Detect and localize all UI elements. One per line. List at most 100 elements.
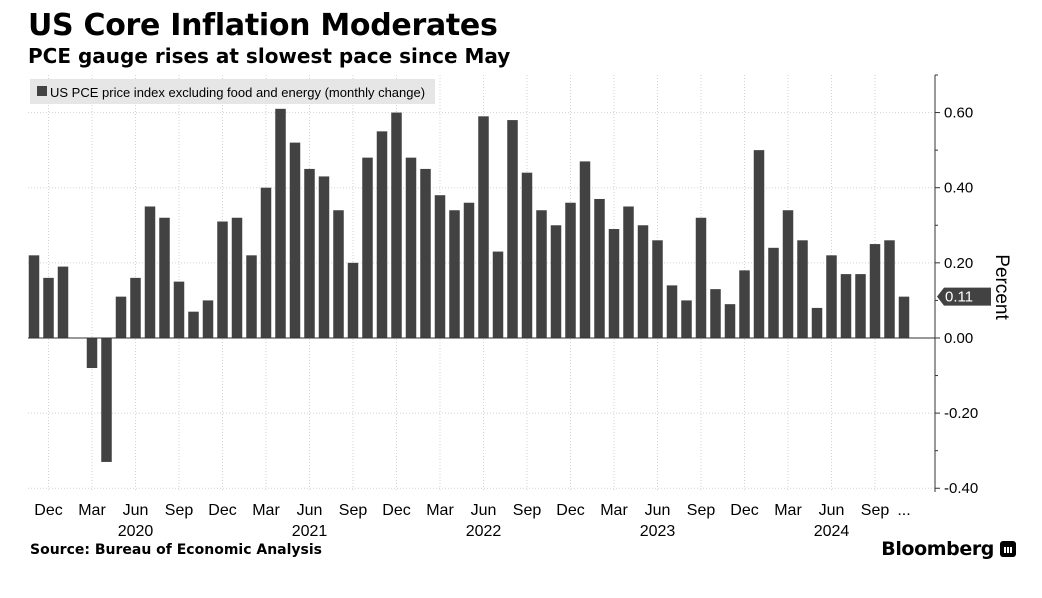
bar: [173, 281, 185, 338]
bar: [811, 307, 823, 338]
bar: [565, 202, 576, 338]
bar: [724, 304, 736, 338]
x-year-label: 2021: [292, 523, 328, 540]
bar: [478, 116, 489, 338]
y-tick-label: -0.40: [944, 480, 978, 497]
bar: [869, 244, 881, 338]
last-value-label: 0.11: [945, 289, 973, 306]
bar: [202, 300, 214, 338]
bar: [840, 274, 852, 338]
bar: [130, 277, 141, 338]
x-tick-label: Dec: [208, 502, 236, 519]
bar: [188, 311, 199, 338]
x-tick-label: Dec: [382, 502, 410, 519]
bar: [681, 300, 692, 338]
bar: [826, 255, 837, 338]
y-tick-label: 0.00: [944, 330, 973, 347]
bar: [492, 251, 504, 338]
x-tick-label: Mar: [600, 502, 628, 519]
x-tick-label: Jun: [297, 502, 323, 519]
bar: [231, 217, 243, 338]
bar: [405, 157, 417, 338]
bar: [594, 198, 605, 338]
bar: [28, 255, 40, 338]
x-tick-label: Sep: [861, 502, 890, 519]
x-tick-label: Dec: [730, 502, 758, 519]
bar: [855, 274, 866, 338]
x-tick-label: Mar: [78, 502, 106, 519]
bar: [391, 112, 402, 338]
bar: [898, 296, 910, 338]
y-tick-label: -0.20: [944, 405, 978, 422]
x-year-label: 2020: [118, 523, 154, 540]
bar: [710, 289, 721, 338]
x-tick-label: Dec: [556, 502, 584, 519]
bar: [101, 337, 112, 462]
chart-title: US Core Inflation Moderates: [28, 8, 498, 43]
y-tick-label: 0.40: [944, 180, 973, 197]
x-tick-label: Sep: [165, 502, 194, 519]
logo-text: Bloomberg: [881, 538, 994, 560]
legend-swatch: [37, 86, 47, 96]
bar: [333, 210, 344, 338]
bloomberg-logo: Bloomberg: [881, 538, 1016, 560]
x-tick-label: ...: [897, 502, 910, 519]
x-tick-label: Jun: [819, 502, 845, 519]
bar: [144, 206, 156, 338]
y-tick-label: 0.20: [944, 255, 973, 272]
bar: [362, 157, 373, 338]
last-value-callout: [937, 287, 991, 306]
bar: [753, 150, 765, 338]
legend-label: US PCE price index excluding food and en…: [50, 85, 425, 100]
bars: [28, 108, 910, 462]
bar: [115, 296, 127, 338]
bar: [289, 142, 301, 338]
x-tick-label: Jun: [123, 502, 149, 519]
x-tick-label: Mar: [426, 502, 454, 519]
bar: [739, 270, 750, 338]
y-axis-label: Percent: [991, 254, 1012, 320]
bloomberg-terminal-icon: [1000, 541, 1016, 557]
bar: [449, 210, 460, 338]
x-year-label: 2023: [640, 523, 676, 540]
bar: [652, 240, 663, 338]
bar: [318, 176, 330, 338]
legend-box: [30, 79, 436, 104]
x-tick-label: Sep: [513, 502, 542, 519]
bar: [217, 221, 228, 338]
legend: US PCE price index excluding food and en…: [30, 79, 436, 104]
bar: [782, 210, 794, 338]
bar: [695, 217, 707, 338]
bar: [579, 161, 591, 338]
bar: [347, 262, 359, 338]
bar: [666, 285, 678, 338]
bar: [159, 217, 170, 338]
bar: [376, 131, 388, 338]
x-tick-label: Mar: [252, 502, 280, 519]
source-note: Source: Bureau of Economic Analysis: [30, 542, 323, 558]
x-year-label: 2024: [814, 523, 850, 540]
bar: [797, 240, 808, 338]
bar: [507, 120, 518, 338]
bar: [463, 202, 475, 338]
bar: [420, 168, 431, 338]
bar: [57, 266, 69, 338]
bar: [536, 210, 547, 338]
bar: [521, 172, 533, 338]
chart-subtitle: PCE gauge rises at slowest pace since Ma…: [28, 44, 511, 68]
x-tick-label: Sep: [339, 502, 368, 519]
bar: [608, 229, 620, 338]
y-tick-label: 0.60: [944, 105, 973, 122]
bar: [434, 195, 446, 338]
bar: [260, 187, 272, 338]
x-tick-label: Sep: [687, 502, 716, 519]
bar: [275, 108, 286, 338]
x-tick-label: Jun: [471, 502, 497, 519]
bar: [768, 247, 779, 338]
axes: 0.60 0.40 0.20 0.00 -0.20 -0.40 Percent 0.11 Dec…: [28, 74, 1012, 540]
bar: [86, 337, 98, 369]
x-tick-label: Jun: [645, 502, 671, 519]
bar: [43, 277, 54, 338]
bar: [304, 168, 315, 338]
